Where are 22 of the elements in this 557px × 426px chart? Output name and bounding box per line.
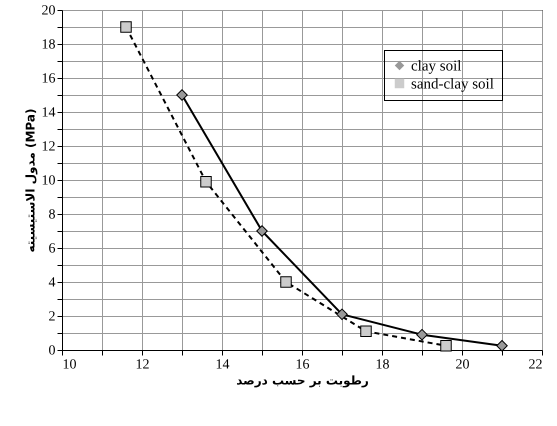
y-tick-label: 12 — [42, 140, 56, 154]
y-tick-label: 20 — [42, 4, 56, 18]
y-tick-label: 0 — [48, 344, 56, 358]
x-axis-title: رطوبت بر حسب درصد — [236, 374, 369, 388]
y-tick-label: 4 — [48, 276, 56, 290]
y-tick-label: 10 — [42, 174, 56, 188]
x-tick-label: 18 — [376, 358, 390, 372]
x-tick-label: 20 — [456, 358, 470, 372]
x-tick-label: 22 — [528, 358, 542, 372]
y-tick-label: 18 — [42, 38, 56, 52]
y-axis-title: مدول الاستیسیته (MPa) — [24, 108, 38, 253]
x-tick-label: 10 — [62, 358, 76, 372]
x-tick-label: 16 — [296, 358, 310, 372]
y-tick-label: 8 — [48, 208, 56, 222]
y-tick-label: 16 — [42, 72, 56, 86]
x-tick-label: 14 — [216, 358, 230, 372]
y-tick-label: 6 — [48, 242, 56, 256]
y-tick-label: 2 — [48, 310, 56, 324]
legend-label: sand-clay soil — [411, 76, 494, 92]
y-tick-label: 14 — [42, 106, 56, 120]
x-tick-label: 12 — [136, 358, 150, 372]
legend-label: clay soil — [411, 58, 462, 74]
